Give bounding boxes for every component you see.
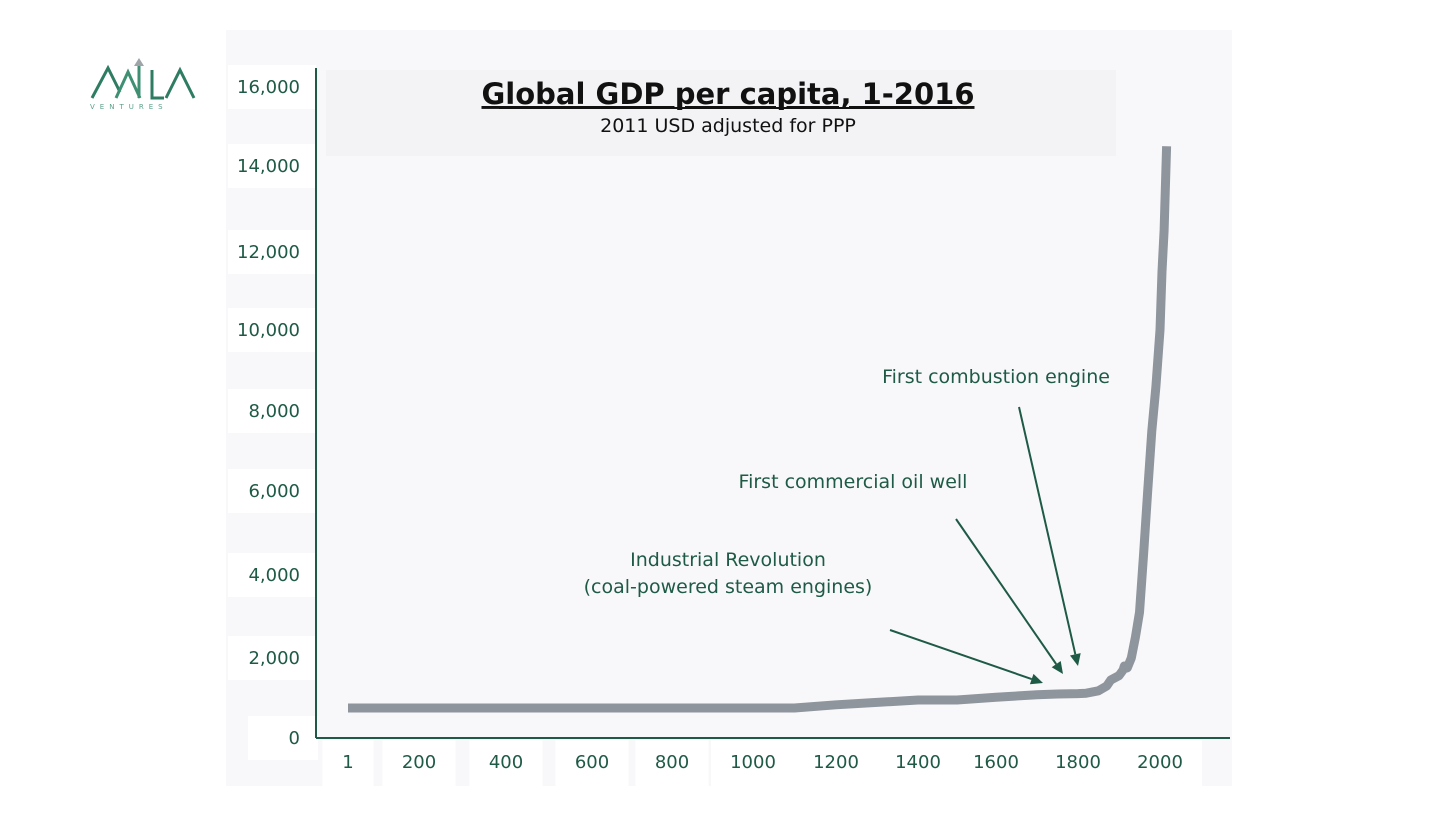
y-tick-bg — [228, 144, 316, 188]
x-tick-label: 600 — [575, 752, 609, 773]
x-tick-label: 2000 — [1137, 752, 1183, 773]
x-tick-label: 1200 — [813, 752, 859, 773]
chart-title: Global GDP per capita, 1-2016 — [481, 77, 974, 111]
x-tick-label: 400 — [489, 752, 523, 773]
x-tick-bg — [635, 740, 709, 786]
annotation-arrow — [955, 518, 1058, 665]
x-tick-label: 200 — [402, 752, 436, 773]
y-tick-bg — [228, 308, 316, 352]
y-tick-label: 8,000 — [248, 401, 300, 422]
annotation-label: Industrial Revolution (coal-powered steam… — [584, 549, 873, 598]
y-tick-label: 6,000 — [248, 481, 300, 502]
x-tick-bg — [1036, 740, 1120, 786]
y-tick-label: 0 — [289, 728, 300, 749]
series-line — [348, 146, 1172, 713]
x-axis-ticks: 1 200 400 600 800 1000 1200 1400 1600 1800 2000 — [342, 752, 1183, 773]
x-tick-label: 1 — [342, 752, 353, 773]
x-tick-bg — [794, 740, 878, 786]
x-tick-bg — [876, 740, 960, 786]
logo-icon: VENTURES — [90, 58, 196, 111]
x-tick-label: 800 — [655, 752, 689, 773]
annotation-arrow — [889, 629, 1032, 681]
x-tick-bg — [555, 740, 629, 786]
y-tick-label: 12,000 — [237, 242, 300, 263]
y-tick-bg — [228, 636, 316, 680]
y-tick-bg — [228, 469, 316, 513]
y-tick-label: 14,000 — [237, 156, 300, 177]
annotations: Industrial Revolution (coal-powered steam… — [584, 366, 1110, 685]
y-tick-label: 2,000 — [248, 648, 300, 669]
y-tick-label: 4,000 — [248, 565, 300, 586]
x-tick-label: 1400 — [895, 752, 941, 773]
x-tick-bg — [711, 740, 795, 786]
x-tick-bg — [382, 740, 456, 786]
y-axis-ticks: 0 2,000 4,000 6,000 8,000 10,000 12,000 14,000 1… — [237, 77, 300, 749]
x-tick-bg — [469, 740, 543, 786]
annotation-arrow — [1018, 406, 1077, 655]
annotation-label: First combustion engine — [882, 366, 1110, 388]
annotation-label: First commercial oil well — [739, 471, 968, 493]
x-tick-bg — [1118, 740, 1202, 786]
chart-subtitle: 2011 USD adjusted for PPP — [600, 115, 856, 137]
x-tick-label: 1000 — [730, 752, 776, 773]
arrowhead-icon — [1070, 653, 1081, 666]
tick-label-backgrounds — [228, 65, 1202, 786]
logo-subtext: VENTURES — [90, 103, 168, 111]
x-tick-bg — [954, 740, 1038, 786]
y-tick-bg — [228, 553, 316, 597]
logo: VENTURES — [86, 56, 201, 116]
arrowhead-icon — [1029, 673, 1043, 685]
y-tick-bg — [228, 65, 316, 109]
y-tick-label: 16,000 — [237, 77, 300, 98]
series-layer — [348, 146, 1172, 713]
y-tick-bg — [228, 389, 316, 433]
x-tick-label: 1600 — [973, 752, 1019, 773]
y-tick-bg — [228, 230, 316, 274]
x-tick-label: 1800 — [1055, 752, 1101, 773]
arrowhead-icon — [1051, 661, 1063, 674]
y-tick-bg — [248, 716, 318, 760]
y-tick-label: 10,000 — [237, 320, 300, 341]
title-background — [326, 70, 1116, 156]
x-tick-bg — [322, 740, 374, 786]
